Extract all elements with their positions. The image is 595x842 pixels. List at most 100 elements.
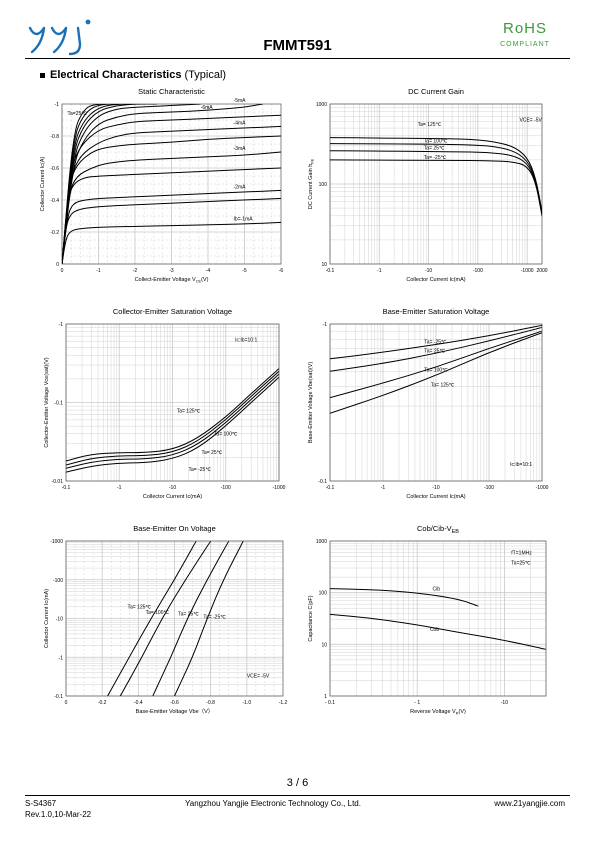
annotation-label: Ta= -25℃ (189, 467, 212, 473)
x-axis-label: Base-Emitter Voltage Vbe（V） (136, 708, 214, 715)
x-axis-label: Collector Current Ic(mA) (406, 494, 465, 500)
chart-4: Base-Emitter Saturation Voltage -0.1 -1 -10… (308, 307, 549, 500)
annotation-label: Ta= 125℃ (177, 408, 201, 414)
series-line (62, 104, 201, 264)
y-tick-label: -0.1 (54, 694, 63, 700)
y-axis-label: Collector Current Ic(A) (40, 156, 46, 211)
series-line (330, 324, 542, 360)
revision: Rev.1.0,10-Mar-22 (25, 810, 92, 819)
footer-rule (25, 795, 570, 796)
series-line (66, 376, 279, 473)
chart-5: Base-Emitter On Voltage 0 -0.2 -0.4 -0.6 -0.8… (44, 524, 288, 715)
rohs-mark: RoHS (502, 20, 547, 37)
chart-title: Base-Emitter Saturation Voltage (383, 307, 490, 316)
series-line (107, 541, 197, 696)
annotation-label: Ta= -25℃ (203, 615, 226, 621)
annotation-label: Ta= 25℃ (424, 348, 445, 354)
annotation-label: Ta= -25℃ (424, 155, 447, 161)
x-tick-label: -0.8 (206, 700, 215, 706)
series-line (62, 221, 281, 264)
x-tick-label: -0.4 (134, 700, 143, 706)
annotation-label: Ta= 25℃ (201, 450, 222, 456)
x-axis-label: Collector Current Ic(mA) (406, 277, 465, 283)
y-tick-label: -0.6 (50, 166, 59, 172)
chart-title: Static Characteristic (138, 87, 205, 96)
y-tick-label: -0.4 (50, 198, 59, 204)
y-tick-label: 1000 (316, 102, 327, 108)
x-tick-label: -1 (96, 268, 101, 274)
series-line (330, 327, 542, 372)
chart-title: Base-Emitter On Voltage (133, 524, 216, 533)
x-tick-label: 0 (61, 268, 64, 274)
x-axis-label: Reverse Voltage VR(V) (410, 709, 466, 716)
annotation-label: Cib (433, 587, 441, 593)
series-line (152, 541, 230, 696)
annotation-label: Ta= 125℃ (127, 605, 151, 611)
x-tick-label: -1.2 (279, 700, 288, 706)
series-label: -3mA (234, 146, 247, 152)
series-line (330, 332, 542, 414)
x-axis-label: Collector Current Ic(mA) (143, 494, 202, 500)
y-tick-label: 100 (319, 182, 328, 188)
annotation-label: Ta= 100℃ (146, 610, 170, 616)
y-axis-label: DC Current Gain hFE (308, 158, 315, 209)
annotation-label: Ta=25℃ (511, 561, 531, 567)
page-number: 3 / 6 (286, 777, 309, 789)
y-tick-label: 1000 (316, 539, 327, 545)
annotation-label: VCE= -5V (520, 118, 543, 124)
series-label: -6mA (201, 105, 214, 111)
annotation-label: Ta= 100℃ (214, 431, 238, 437)
y-tick-label: 10 (321, 262, 327, 268)
chart-6: Cob/Cib-VEB - 0.1 - 1 -10 1 10 100 1000 Reverse … (308, 524, 547, 716)
annotation-label: Ta=25℃ (67, 111, 87, 117)
plot-frame (329, 323, 543, 482)
annotation-label: fT=1MHz (511, 550, 532, 556)
series-line (174, 541, 244, 696)
x-tick-label: -0.1 (326, 268, 335, 274)
series-line (66, 373, 279, 469)
doc-id: S-S4367 (25, 799, 57, 808)
series-line (66, 370, 279, 466)
x-tick-label: -6 (279, 268, 284, 274)
series-line (330, 159, 542, 217)
grid (329, 323, 543, 482)
rohs-compliant: COMPLIANT (500, 41, 550, 48)
y-axis-label: Collector-Emitter Voltage Vce(sat)(V) (44, 357, 50, 447)
series-label: Ib=-1mA (234, 216, 254, 222)
y-tick-label: -1 (323, 322, 328, 328)
y-tick-label: -1 (59, 322, 64, 328)
annotation-label: Cob (430, 627, 439, 633)
series-line (119, 541, 212, 696)
series-line (330, 137, 542, 212)
y-axis-label: Base-Emitter Voltage Vbe(sat)(V) (308, 362, 314, 443)
series-label: -5mA (234, 98, 247, 104)
x-tick-label: -10 (169, 485, 176, 491)
x-tick-label: -0.6 (170, 700, 179, 706)
series-line (330, 330, 542, 399)
series-label: -4mA (234, 120, 247, 126)
section-title: Electrical Characteristics (Typical) (40, 69, 226, 81)
annotation-label: Ta= 125℃ (431, 382, 455, 388)
series-line (62, 189, 281, 264)
chart-2: DC Current Gain -0.1 -1 -10 -100 -1000 2000 10 1… (308, 87, 548, 283)
y-tick-label: 100 (319, 591, 328, 597)
x-tick-label: - 0.1 (325, 700, 335, 706)
plot-frame (65, 323, 280, 482)
x-tick-label: -100 (473, 268, 483, 274)
series-line (330, 143, 542, 213)
y-tick-label: 1 (324, 694, 327, 700)
x-tick-label: -0.1 (62, 485, 71, 491)
y-tick-label: -100 (53, 578, 63, 584)
y-tick-label: -10 (56, 617, 63, 623)
series-line (330, 150, 542, 215)
x-tick-label: -10 (501, 700, 508, 706)
annotation-label: Ic:Ib=10:1 (510, 462, 532, 468)
plot-frame (329, 540, 547, 697)
part-number: FMMT591 (263, 37, 332, 54)
y-tick-label: -1 (59, 655, 64, 661)
x-tick-label: -3 (169, 268, 174, 274)
x-tick-label: - 1 (414, 700, 420, 706)
chart-title: Cob/Cib-VEB (417, 524, 459, 535)
y-tick-label: 10 (321, 642, 327, 648)
